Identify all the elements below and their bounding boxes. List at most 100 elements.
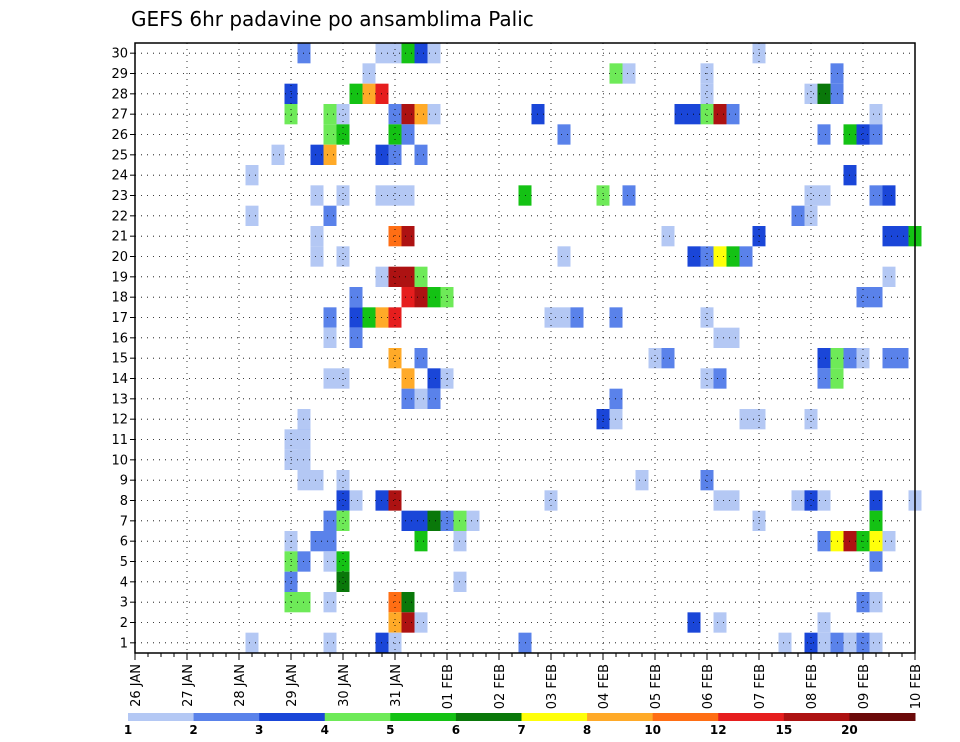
x-tick-label: 29 JAN bbox=[285, 664, 300, 707]
legend-label: 10 bbox=[644, 723, 661, 737]
heatmap-cell bbox=[700, 368, 714, 389]
y-tick-label: 29 bbox=[111, 67, 128, 82]
heatmap-cell bbox=[323, 124, 337, 145]
heatmap-cell bbox=[882, 531, 896, 552]
y-tick-label: 10 bbox=[111, 453, 128, 468]
heatmap-cell bbox=[427, 510, 441, 531]
heatmap-cell bbox=[570, 307, 584, 328]
x-tick-label: 30 JAN bbox=[337, 664, 352, 707]
y-tick-label: 6 bbox=[120, 535, 128, 550]
color-legend: 1 2 3 4 5 6 7 8 10 12 15 20 bbox=[124, 713, 916, 737]
y-tick-label: 15 bbox=[111, 352, 128, 367]
x-tick-label: 04 FEB bbox=[597, 664, 612, 709]
grid-lines bbox=[135, 43, 915, 653]
heatmap-cell bbox=[817, 185, 831, 206]
heatmap-cell bbox=[661, 348, 675, 369]
heatmap-cell bbox=[895, 226, 909, 247]
y-tick-label: 16 bbox=[111, 331, 128, 346]
heatmap-cell bbox=[726, 246, 740, 267]
heatmap-cell bbox=[713, 246, 727, 267]
heatmap-cell bbox=[869, 592, 883, 613]
y-tick-label: 17 bbox=[111, 311, 128, 326]
y-tick-label: 26 bbox=[111, 128, 128, 143]
heatmap-cell bbox=[661, 226, 675, 247]
legend-label: 15 bbox=[775, 723, 792, 737]
heatmap-cell bbox=[817, 632, 831, 653]
legend-swatch bbox=[849, 713, 916, 721]
heatmap-cell bbox=[245, 165, 259, 186]
heatmap-cell bbox=[648, 348, 662, 369]
heatmap-cell bbox=[466, 510, 480, 531]
legend-swatch bbox=[455, 713, 522, 721]
y-tick-label: 24 bbox=[111, 169, 128, 184]
heatmap-cell bbox=[817, 490, 831, 511]
heatmap-cell bbox=[323, 327, 337, 348]
heatmap-cell bbox=[323, 205, 337, 226]
legend-label: 4 bbox=[321, 723, 329, 737]
heatmap-cell bbox=[869, 287, 883, 308]
heatmap-cell bbox=[427, 368, 441, 389]
heatmap-cell bbox=[336, 368, 350, 389]
heatmap-cell bbox=[310, 144, 324, 165]
heatmap-cell bbox=[882, 266, 896, 287]
heatmap-cell bbox=[713, 612, 727, 633]
legend-label: 2 bbox=[189, 723, 197, 737]
heatmap-cell bbox=[622, 63, 636, 84]
heatmap-cell bbox=[349, 287, 363, 308]
heatmap-cell bbox=[856, 348, 870, 369]
chart-title: GEFS 6hr padavine po ansamblima Palic bbox=[131, 7, 534, 31]
x-tick-label: 06 FEB bbox=[701, 664, 716, 709]
legend-swatch bbox=[324, 713, 391, 721]
heatmap-cell bbox=[388, 612, 402, 633]
x-tick-label: 05 FEB bbox=[649, 664, 664, 709]
y-tick-label: 25 bbox=[111, 148, 128, 163]
x-tick-label: 09 FEB bbox=[857, 664, 872, 709]
heatmap-cell bbox=[856, 592, 870, 613]
heatmap-cell bbox=[856, 632, 870, 653]
heatmap-cell bbox=[388, 592, 402, 613]
heatmap-cell bbox=[336, 510, 350, 531]
heatmap-cell bbox=[869, 104, 883, 125]
y-tick-label: 2 bbox=[120, 616, 128, 631]
heatmap-cell bbox=[336, 551, 350, 572]
heatmap-cell bbox=[882, 348, 896, 369]
legend-swatch bbox=[193, 713, 260, 721]
heatmap-cell bbox=[401, 510, 415, 531]
heatmap-cell bbox=[388, 348, 402, 369]
heatmap-cell bbox=[804, 205, 818, 226]
heatmap-cell bbox=[817, 368, 831, 389]
heatmap-cell bbox=[869, 551, 883, 572]
legend-swatch bbox=[390, 713, 457, 721]
x-axis: 26 JAN 27 JAN 28 JAN 29 JAN 30 JAN 31 JAN 01 F… bbox=[129, 653, 924, 709]
heatmap-cell bbox=[349, 307, 363, 328]
heatmap-cell bbox=[544, 490, 558, 511]
heatmap-cell bbox=[869, 124, 883, 145]
legend-label: 1 bbox=[124, 723, 132, 737]
x-tick-label: 08 FEB bbox=[805, 664, 820, 709]
heatmap-cell bbox=[336, 246, 350, 267]
heatmap-cell bbox=[427, 43, 441, 64]
heatmap-cell bbox=[401, 104, 415, 125]
x-tick-label: 26 JAN bbox=[129, 664, 144, 707]
legend-swatch bbox=[521, 713, 588, 721]
heatmap-cell bbox=[349, 327, 363, 348]
heatmap-cell bbox=[804, 83, 818, 104]
heatmap-cell bbox=[700, 246, 714, 267]
heatmap-cell bbox=[336, 470, 350, 491]
heatmap-cell bbox=[336, 490, 350, 511]
y-tick-label: 11 bbox=[111, 433, 128, 448]
y-tick-label: 3 bbox=[120, 596, 128, 611]
heatmap-cell bbox=[323, 551, 337, 572]
heatmap-cell bbox=[310, 531, 324, 552]
heatmap-cell bbox=[310, 470, 324, 491]
y-tick-label: 22 bbox=[111, 209, 128, 224]
x-tick-label: 01 FEB bbox=[441, 664, 456, 709]
heatmap-cell bbox=[323, 144, 337, 165]
heatmap-cell bbox=[882, 185, 896, 206]
heatmap-cell bbox=[622, 185, 636, 206]
legend-label: 20 bbox=[841, 723, 858, 737]
heatmap-cell bbox=[401, 185, 415, 206]
heatmap-cell bbox=[817, 124, 831, 145]
heatmap-cell bbox=[700, 470, 714, 491]
heatmap-cell bbox=[401, 388, 415, 409]
